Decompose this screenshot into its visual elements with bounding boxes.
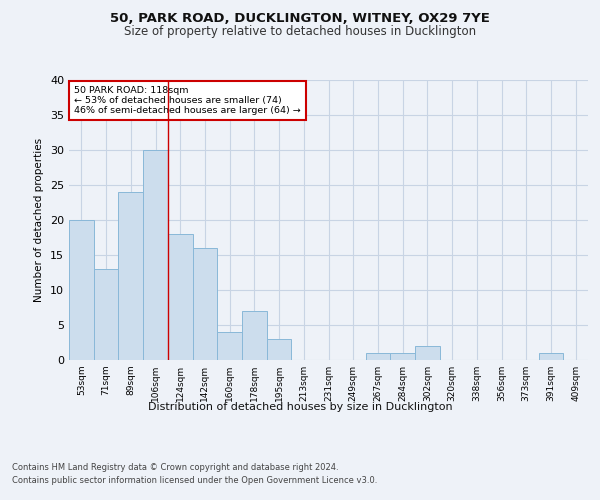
Bar	[242, 311, 267, 360]
Bar	[365, 353, 390, 360]
Text: Distribution of detached houses by size in Ducklington: Distribution of detached houses by size …	[148, 402, 452, 412]
Text: Contains HM Land Registry data © Crown copyright and database right 2024.: Contains HM Land Registry data © Crown c…	[12, 462, 338, 471]
Bar	[94, 269, 118, 360]
Bar	[143, 150, 168, 360]
Y-axis label: Number of detached properties: Number of detached properties	[34, 138, 44, 302]
Text: 50 PARK ROAD: 118sqm
← 53% of detached houses are smaller (74)
46% of semi-detac: 50 PARK ROAD: 118sqm ← 53% of detached h…	[74, 86, 301, 116]
Bar	[415, 346, 440, 360]
Text: Contains public sector information licensed under the Open Government Licence v3: Contains public sector information licen…	[12, 476, 377, 485]
Bar	[217, 332, 242, 360]
Bar	[168, 234, 193, 360]
Bar	[390, 353, 415, 360]
Text: Size of property relative to detached houses in Ducklington: Size of property relative to detached ho…	[124, 25, 476, 38]
Bar	[539, 353, 563, 360]
Bar	[193, 248, 217, 360]
Bar	[118, 192, 143, 360]
Bar	[267, 339, 292, 360]
Text: 50, PARK ROAD, DUCKLINGTON, WITNEY, OX29 7YE: 50, PARK ROAD, DUCKLINGTON, WITNEY, OX29…	[110, 12, 490, 26]
Bar	[69, 220, 94, 360]
